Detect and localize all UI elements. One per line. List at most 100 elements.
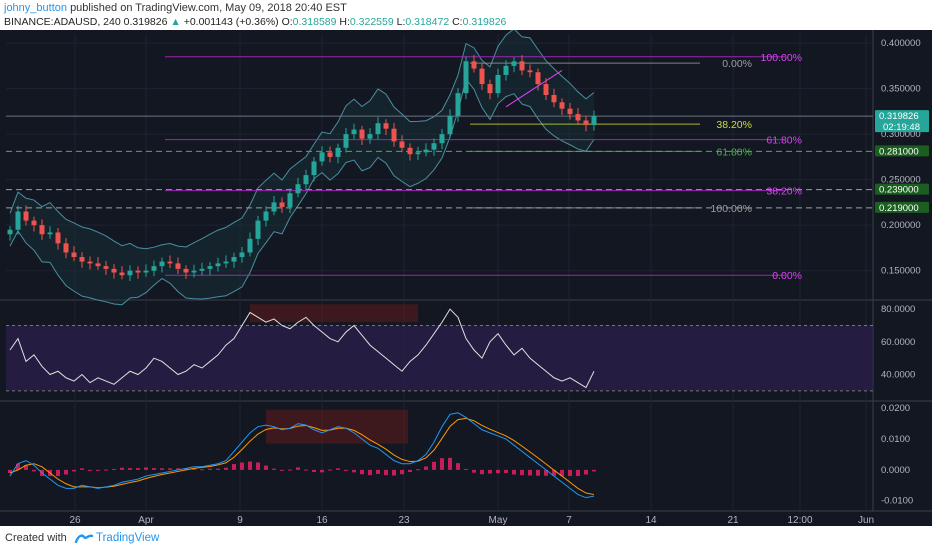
macd-histogram-bar (232, 464, 236, 470)
candle-body (447, 115, 453, 135)
macd-histogram-bar (368, 469, 372, 476)
macd-histogram-bar (120, 467, 124, 470)
macd-histogram-bar (32, 469, 36, 472)
fib2-level-label: 0.00% (722, 58, 752, 70)
candle-body (287, 193, 293, 207)
macd-histogram-bar (416, 469, 420, 471)
candle-body (127, 270, 133, 276)
candle-body (247, 238, 253, 253)
macd-histogram-bar (264, 465, 268, 470)
macd-histogram-bar (344, 469, 348, 471)
candle-body (591, 115, 597, 126)
x-tick-label: May (489, 515, 508, 526)
candle-body (399, 141, 405, 148)
macd-histogram-bar (288, 469, 292, 471)
candle-body (583, 120, 589, 126)
candle-body (23, 211, 29, 221)
candle-body (311, 161, 317, 176)
macd-histogram-bar (520, 469, 524, 476)
low-value: 0.318472 (405, 16, 450, 28)
macd-histogram-bar (408, 469, 412, 473)
macd-histogram-bar (272, 468, 276, 470)
candle-body (255, 220, 261, 239)
candle-body (455, 93, 461, 116)
candle-body (503, 65, 509, 75)
username-link[interactable]: johny_button (4, 2, 67, 14)
candle-body (143, 270, 149, 273)
macd-histogram-bar (24, 465, 28, 470)
price-pane[interactable]: 100.00% 61.80% 38.20% 0.00% 0.00% 38.20% 61.80… (6, 30, 873, 306)
candle-body (231, 257, 237, 262)
macd-histogram-bar (472, 469, 476, 473)
macd-histogram-bar (192, 468, 196, 470)
rsi-tick-label: 60.0000 (881, 337, 915, 348)
x-tick-label: 9 (237, 515, 243, 526)
macd-histogram-bar (320, 469, 324, 473)
candle-body (575, 114, 581, 121)
price-label-box (875, 201, 929, 213)
candle-body (295, 184, 301, 194)
x-tick-label: 21 (727, 515, 739, 526)
x-tick-label: 7 (566, 515, 572, 526)
fib2-level-label: 100.00% (711, 203, 752, 215)
x-tick-label: 16 (316, 515, 328, 526)
macd-histogram-bar (528, 469, 532, 476)
candle-body (215, 263, 221, 267)
macd-histogram-bar (128, 468, 132, 470)
publish-line: johny_button published on TradingView.co… (4, 2, 347, 14)
candle-body (71, 252, 77, 258)
macd-histogram-bar (88, 469, 92, 471)
chart-canvas[interactable]: 100.00% 61.80% 38.20% 0.00% 0.00% 38.20% 61.80… (0, 30, 932, 526)
high-value: 0.322559 (349, 16, 394, 28)
chart-header: johny_button published on TradingView.co… (0, 0, 932, 30)
price-label-text: 0.239000 (879, 185, 919, 196)
macd-histogram-bar (176, 468, 180, 470)
candle-body (15, 211, 21, 230)
y-tick-label: 0.350000 (881, 84, 921, 95)
candle-body (511, 61, 517, 66)
macd-histogram-bar (392, 469, 396, 476)
candle-body (79, 257, 85, 262)
macd-histogram-bar (296, 467, 300, 470)
macd-histogram-bar (336, 468, 340, 470)
y-tick-label: 0.400000 (881, 38, 921, 49)
chart-footer: Created with TradingView (0, 526, 932, 550)
candle-body (359, 129, 365, 139)
price-label-box (875, 145, 929, 157)
rsi-highlight-box (250, 304, 418, 323)
candle-body (95, 263, 101, 267)
macd-histogram-bar (480, 469, 484, 475)
macd-histogram-bar (448, 457, 452, 470)
macd-histogram-bar (352, 469, 356, 473)
up-arrow-icon: ▲ (170, 16, 181, 28)
macd-histogram-bar (584, 469, 588, 475)
candle-body (279, 202, 285, 207)
candle-body (183, 268, 189, 273)
candle-body (535, 72, 541, 85)
macd-histogram-bar (576, 469, 580, 477)
macd-tick-label: 0.0000 (881, 465, 910, 476)
candle-body (487, 84, 493, 94)
tradingview-brand[interactable]: TradingView (96, 532, 160, 544)
candle-body (351, 129, 357, 135)
macd-histogram-bar (560, 469, 564, 477)
macd-histogram-bar (144, 467, 148, 470)
candle-body (559, 102, 565, 109)
open-value: 0.318589 (292, 16, 337, 28)
candle-body (223, 261, 229, 264)
candle-body (167, 261, 173, 264)
candle-body (263, 211, 269, 221)
macd-histogram-bar (168, 468, 172, 470)
candle-body (111, 268, 117, 273)
symbol-label: BINANCE:ADAUSD, 240 (4, 16, 121, 28)
macd-histogram-bar (216, 468, 220, 470)
macd-histogram-bar (384, 469, 388, 476)
candle-body (199, 268, 205, 271)
rsi-pane[interactable] (6, 304, 873, 392)
candle-body (207, 266, 213, 269)
price-label-text: 0.219000 (879, 203, 919, 214)
candle-body (527, 70, 533, 73)
macd-pane[interactable] (8, 409, 596, 499)
macd-histogram-bar (96, 469, 100, 471)
macd-histogram-bar (432, 461, 436, 470)
